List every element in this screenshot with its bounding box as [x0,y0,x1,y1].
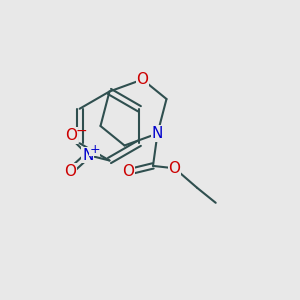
Text: O: O [64,164,76,179]
Text: −: − [76,124,87,138]
Text: N: N [82,148,94,163]
Text: O: O [169,161,181,176]
Text: N: N [152,126,163,141]
Text: O: O [136,72,148,87]
Text: O: O [65,128,77,143]
Text: +: + [89,142,100,156]
Text: O: O [122,164,134,179]
